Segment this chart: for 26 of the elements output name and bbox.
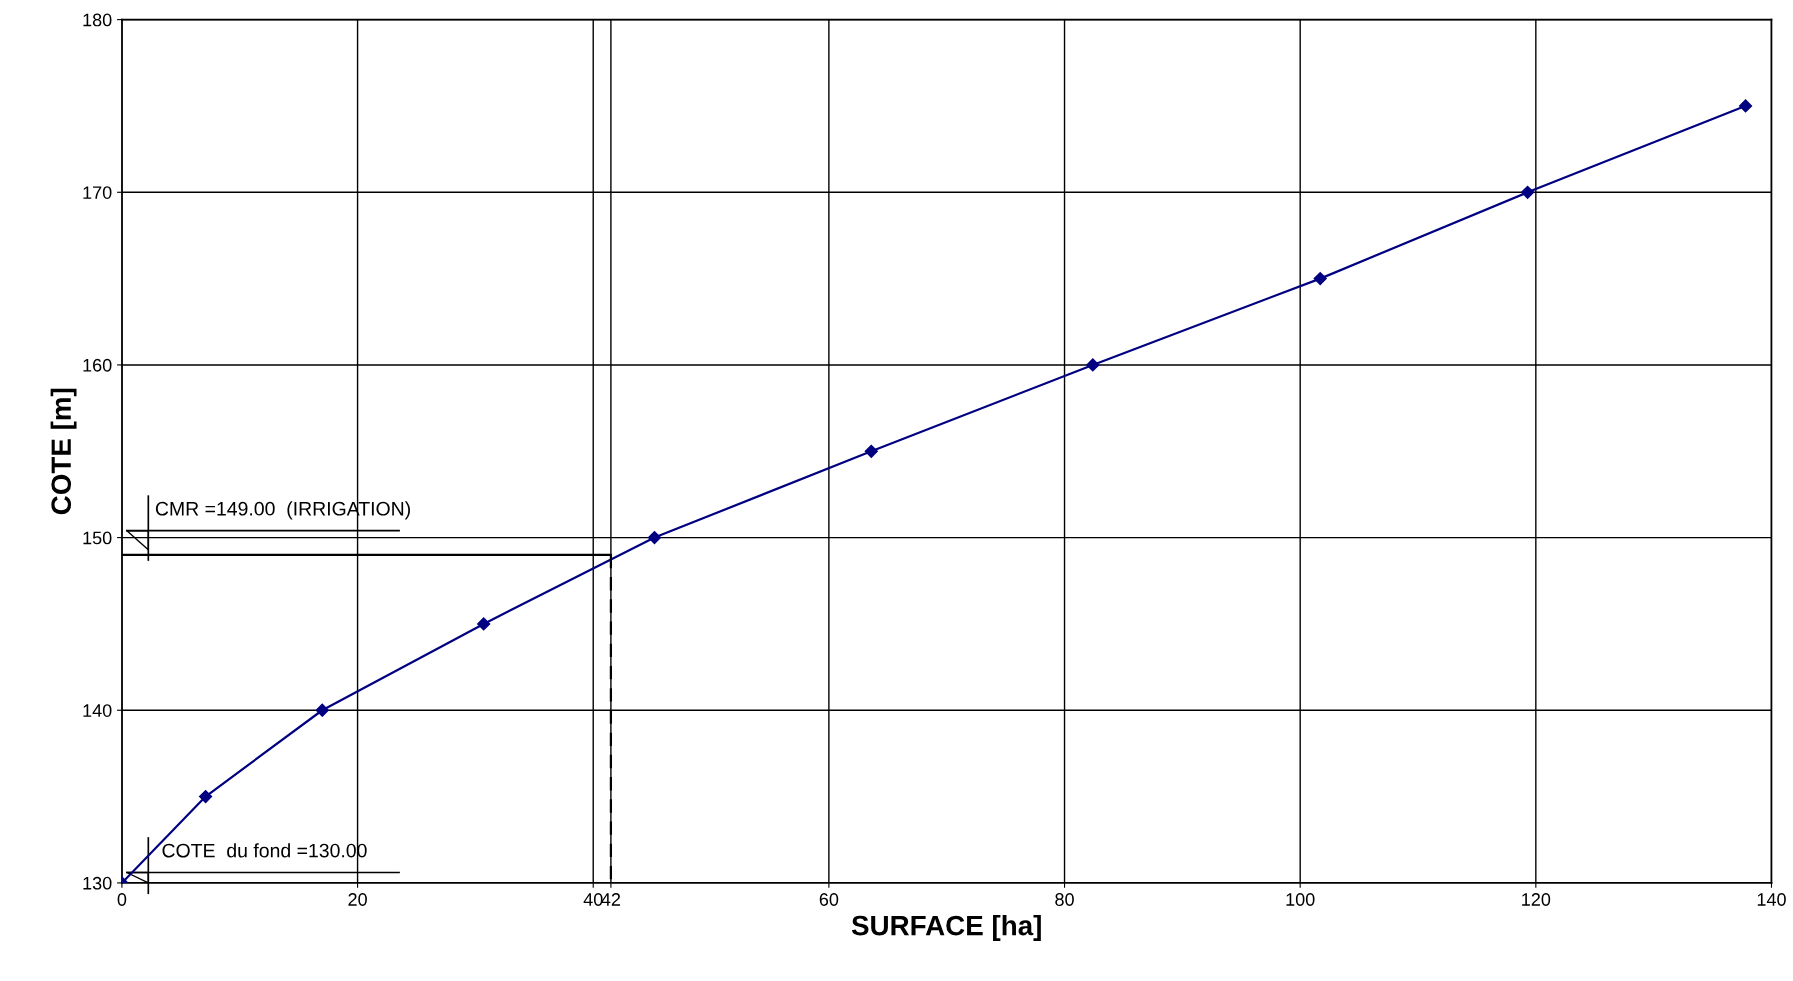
- point: [647, 530, 662, 545]
- x-tick-label: 40: [583, 893, 603, 906]
- point: [1520, 185, 1535, 199]
- x-tick-label: 42: [601, 893, 621, 906]
- point: [198, 789, 213, 804]
- y-tick-label: 170: [83, 186, 112, 199]
- y-tick-label: 140: [83, 704, 112, 717]
- x-axis-title: SURFACE [ha]: [851, 915, 1041, 941]
- point: [864, 444, 878, 458]
- x-tick-label: 20: [348, 893, 367, 906]
- y-tick-label: 130: [83, 876, 112, 890]
- point: [1313, 272, 1327, 286]
- point: [315, 703, 329, 717]
- x-tick-label: 80: [1055, 893, 1074, 906]
- y-axis-title: COTE [m]: [50, 388, 77, 515]
- point: [1086, 358, 1100, 372]
- x-tick-label: 120: [1522, 893, 1551, 906]
- x-tick-label: 100: [1286, 893, 1315, 906]
- point: [477, 617, 491, 631]
- y-tick-label: 150: [83, 531, 112, 545]
- x-tick-label: 0: [117, 893, 127, 906]
- x-tick-label: 140: [1757, 893, 1786, 906]
- y-tick-label: 160: [83, 358, 112, 372]
- x-tick-label: 60: [819, 893, 839, 906]
- y-tick-label: 180: [83, 13, 112, 27]
- point: [1738, 99, 1753, 113]
